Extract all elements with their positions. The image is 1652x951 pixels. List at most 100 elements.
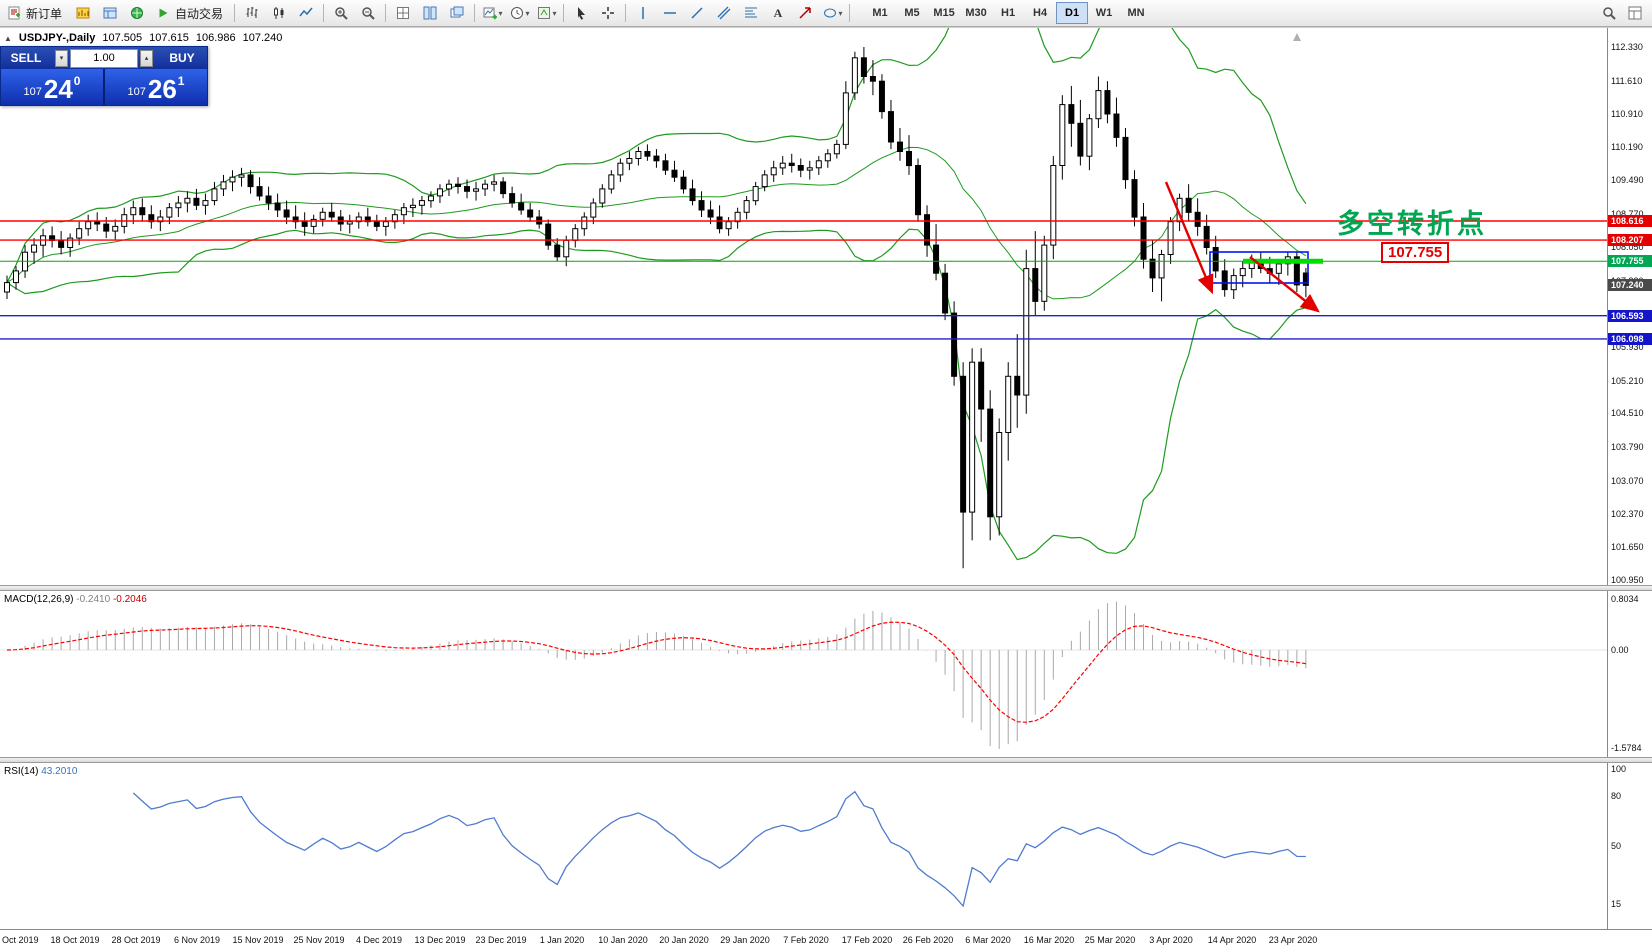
trendline-button[interactable]: [684, 1, 710, 25]
new-chart-button[interactable]: ▾: [479, 1, 505, 25]
zoom-out-button[interactable]: [355, 1, 381, 25]
macd-panel[interactable]: MACD(12,26,9) -0.2410 -0.2046: [0, 591, 1607, 757]
search-icon: [1601, 5, 1617, 21]
price-axis-label: 108.050: [1611, 242, 1644, 252]
lot-decrease-button[interactable]: ▾: [55, 49, 68, 67]
cursor-button[interactable]: [568, 1, 594, 25]
hline-button[interactable]: [657, 1, 683, 25]
price-axis-label: 100.950: [1611, 575, 1644, 585]
text-button[interactable]: A: [765, 1, 791, 25]
chart-shift-marker[interactable]: [1293, 33, 1301, 41]
candlesticks: [4, 47, 1309, 569]
macd-axis-label: 0.8034: [1611, 594, 1639, 604]
timeframe-button-H1[interactable]: H1: [1001, 7, 1016, 19]
market-watch-button[interactable]: [70, 1, 96, 25]
turning-point-annotation[interactable]: 多空转折点: [1337, 209, 1487, 240]
rsi-axis-label: 15: [1611, 899, 1622, 909]
cascade-windows-button[interactable]: [444, 1, 470, 25]
price-axis[interactable]: 112.330 111.610 110.910 110.190 109.490 108.7…: [1607, 28, 1652, 929]
periods-button[interactable]: ▾: [506, 1, 532, 25]
zoom-in-button[interactable]: [328, 1, 354, 25]
timeframe-button-M15[interactable]: M15: [933, 7, 955, 19]
price-axis-label: 101.650: [1611, 542, 1644, 552]
price-axis-label: 103.790: [1611, 442, 1644, 452]
toolbar-right-group: [1596, 1, 1648, 25]
fibonacci-button[interactable]: [738, 1, 764, 25]
layout-button[interactable]: [1622, 1, 1648, 25]
rsi-panel[interactable]: RSI(14) 43.2010: [0, 763, 1607, 929]
grid-button[interactable]: [390, 1, 416, 25]
one-click-collapse-icon[interactable]: ▲: [4, 33, 12, 43]
chart-line-button[interactable]: [293, 1, 319, 25]
price-tag-106.593: 106.593: [1608, 310, 1652, 322]
price-chart-panel[interactable]: ▲ USDJPY-,Daily 107.505 107.615 106.986 …: [0, 28, 1607, 585]
channel-button[interactable]: [711, 1, 737, 25]
time-axis-label: 3 Apr 2020: [1149, 935, 1193, 945]
macd-value-main: -0.2410: [76, 594, 111, 605]
panel-splitter-macd[interactable]: [0, 585, 1652, 591]
lot-size-input[interactable]: [70, 48, 138, 68]
chart-bars-button[interactable]: [239, 1, 265, 25]
time-axis-label: 6 Nov 2019: [173, 935, 221, 945]
timeframe-button-MN[interactable]: MN: [1127, 7, 1145, 19]
arrows-button[interactable]: [792, 1, 818, 25]
red-arrow-2[interactable]: [1249, 256, 1320, 313]
chart-info-line: ▲ USDJPY-,Daily 107.505 107.615 106.986 …: [4, 32, 282, 44]
navigator-icon: [129, 5, 145, 21]
bid-big-figure: 107: [23, 86, 42, 98]
timeframe-button-M1[interactable]: M1: [872, 7, 888, 19]
ohlc-open: 107.505: [102, 32, 143, 44]
chevron-down-icon: ▾: [525, 8, 530, 18]
search-button[interactable]: [1596, 1, 1622, 25]
price-axis-label: 110.190: [1611, 142, 1643, 152]
navigator-button[interactable]: [124, 1, 150, 25]
macd-signal-line: [6, 621, 1306, 723]
shapes-button[interactable]: ▾: [819, 1, 845, 25]
price-axis-label: 103.070: [1611, 476, 1644, 486]
timeframe-button-M30[interactable]: M30: [965, 7, 987, 19]
red-arrow-1[interactable]: [1164, 181, 1214, 295]
price-label-annotation[interactable]: 107.755: [1381, 242, 1450, 263]
vline-button[interactable]: [630, 1, 656, 25]
price-tag-107.240: 107.240: [1608, 279, 1652, 291]
time-axis-label: 26 Feb 2020: [902, 935, 954, 945]
macd-histogram: [15, 601, 1307, 749]
toolbar-separator: [625, 4, 627, 22]
rectangle-drawing[interactable]: [1209, 251, 1309, 284]
tile-windows-button[interactable]: [417, 1, 443, 25]
timeframe-button-W1[interactable]: W1: [1095, 7, 1113, 19]
price-tag-108.616: 108.616: [1608, 215, 1652, 227]
time-axis[interactable]: Oct 2019 18 Oct 2019 28 Oct 2019 6 Nov 2019…: [0, 929, 1652, 951]
macd-label: MACD(12,26,9) -0.2410 -0.2046: [4, 594, 147, 605]
time-axis-label: 17 Feb 2020: [841, 935, 893, 945]
timeframe-toolbar: M1 M5 M15 M30 H1 H4 D1 W1 MN: [864, 2, 1152, 24]
sell-button[interactable]: 107 24 0: [1, 69, 103, 105]
time-axis-label: Oct 2019: [2, 935, 39, 945]
templates-button[interactable]: ▾: [533, 1, 559, 25]
data-window-button[interactable]: [97, 1, 123, 25]
buy-label[interactable]: BUY: [169, 51, 195, 65]
rsi-canvas: [132, 790, 1306, 908]
timeframe-button-H4[interactable]: H4: [1033, 7, 1048, 19]
chart-candles-button[interactable]: [266, 1, 292, 25]
rsi-axis-label: 50: [1611, 841, 1622, 851]
time-axis-label: 4 Dec 2019: [355, 935, 403, 945]
sell-label[interactable]: SELL: [10, 51, 42, 65]
timeframe-button-D1[interactable]: D1: [1056, 2, 1089, 24]
crosshair-icon: [600, 5, 616, 21]
new-order-button[interactable]: 新订单: [2, 1, 69, 25]
ask-big-figure: 107: [127, 86, 146, 98]
panel-splitter-rsi[interactable]: [0, 757, 1652, 763]
time-axis-label: 13 Dec 2019: [414, 935, 466, 945]
autotrading-button[interactable]: 自动交易: [151, 1, 230, 25]
tile-windows-icon: [422, 5, 438, 21]
toolbar-separator: [474, 4, 476, 22]
buy-button[interactable]: 107 26 1: [103, 69, 207, 105]
timeframe-button-M5[interactable]: M5: [904, 7, 920, 19]
toolbar-separator: [234, 4, 236, 22]
crosshair-button[interactable]: [595, 1, 621, 25]
channel-icon: [716, 5, 732, 21]
rsi-axis-label: 80: [1611, 791, 1622, 801]
lot-increase-button[interactable]: ▴: [140, 49, 153, 67]
